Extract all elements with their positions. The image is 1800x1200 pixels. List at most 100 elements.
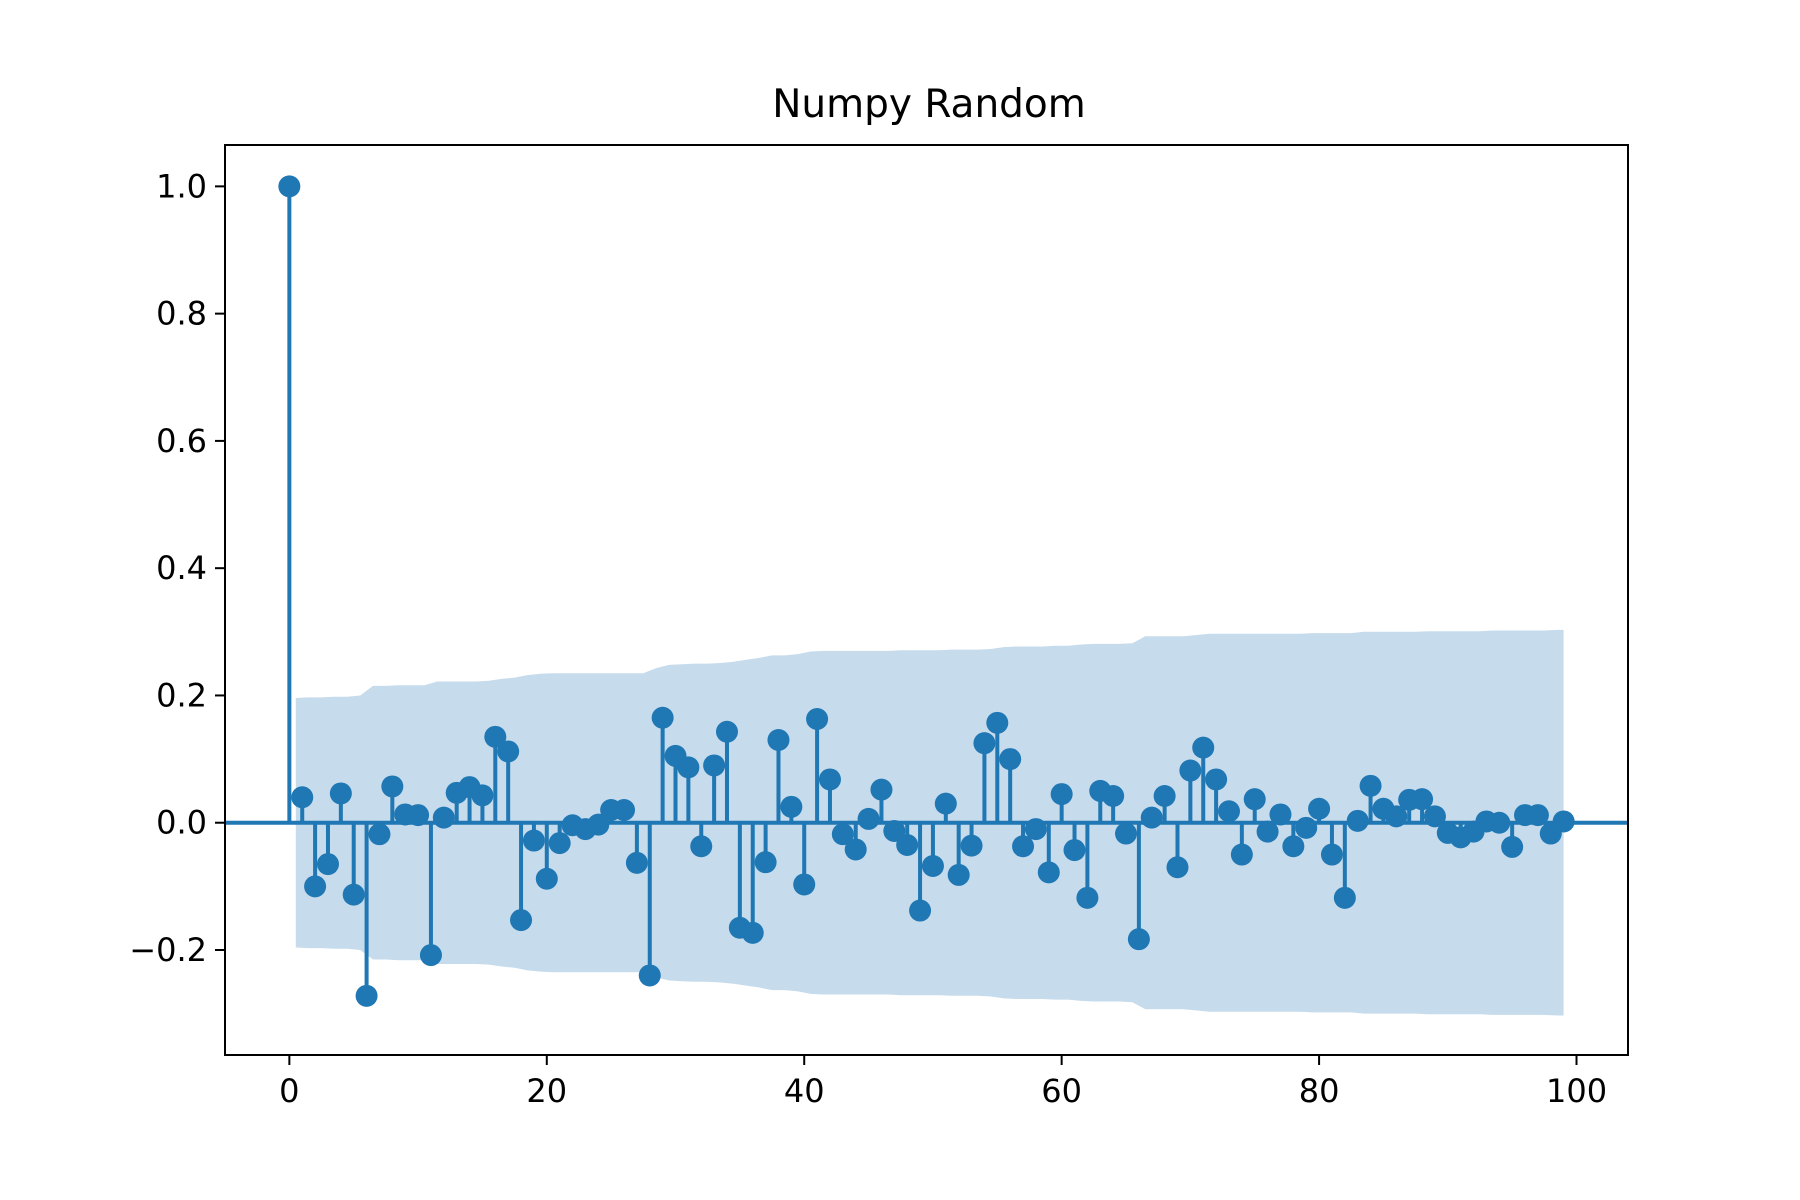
- marker-lag-24: [587, 813, 610, 836]
- marker-lag-44: [844, 838, 867, 861]
- y-tick-label-4: 0.2: [156, 676, 207, 714]
- marker-lag-51: [934, 792, 957, 815]
- marker-lag-97: [1526, 804, 1549, 827]
- marker-lag-38: [767, 729, 790, 751]
- marker-lag-50: [921, 855, 944, 877]
- marker-lag-58: [1024, 818, 1047, 841]
- marker-lag-20: [535, 867, 558, 890]
- marker-lag-59: [1037, 861, 1060, 884]
- marker-lag-68: [1153, 785, 1176, 807]
- y-tick-label-5: 0.0: [156, 804, 207, 842]
- marker-lag-49: [909, 899, 932, 922]
- marker-lag-7: [368, 823, 391, 846]
- marker-lag-62: [1076, 886, 1099, 909]
- markers-group: [278, 175, 1575, 1007]
- marker-lag-95: [1501, 835, 1524, 858]
- marker-lag-48: [896, 834, 919, 856]
- marker-lag-46: [870, 778, 893, 801]
- marker-lag-32: [690, 835, 713, 858]
- marker-lag-94: [1488, 811, 1511, 834]
- marker-lag-80: [1308, 797, 1331, 820]
- marker-lag-76: [1256, 820, 1279, 843]
- marker-lag-42: [818, 768, 841, 791]
- marker-lag-15: [471, 784, 494, 807]
- marker-lag-54: [973, 732, 996, 755]
- marker-lag-47: [883, 820, 906, 842]
- marker-lag-78: [1282, 835, 1305, 858]
- marker-lag-74: [1230, 843, 1253, 866]
- marker-lag-72: [1205, 768, 1228, 791]
- marker-lag-56: [999, 748, 1022, 771]
- marker-lag-89: [1423, 805, 1446, 828]
- x-tick-label-80: 80: [1299, 1072, 1340, 1110]
- marker-lag-21: [548, 832, 571, 855]
- marker-lag-12: [432, 806, 455, 829]
- marker-lag-86: [1385, 805, 1408, 828]
- y-tick-label-3: 0.4: [156, 549, 207, 587]
- marker-lag-82: [1333, 886, 1356, 909]
- marker-lag-88: [1411, 788, 1434, 811]
- marker-lag-61: [1063, 839, 1086, 862]
- x-tick-label-100: 100: [1546, 1072, 1607, 1110]
- marker-lag-8: [381, 775, 404, 798]
- marker-lag-34: [715, 720, 738, 743]
- x-tick-label-0: 0: [279, 1072, 299, 1110]
- marker-lag-26: [613, 799, 636, 821]
- marker-lag-40: [793, 873, 816, 896]
- marker-lag-41: [806, 708, 829, 730]
- marker-lag-70: [1179, 759, 1202, 782]
- marker-lag-81: [1320, 843, 1343, 866]
- marker-lag-45: [857, 807, 880, 830]
- marker-lag-43: [831, 823, 854, 846]
- y-tick-label-1: 0.8: [156, 295, 207, 333]
- marker-lag-5: [342, 883, 365, 906]
- marker-lag-67: [1140, 806, 1163, 829]
- marker-lag-77: [1269, 803, 1292, 826]
- x-tick-label-20: 20: [526, 1072, 567, 1110]
- x-tick-label-60: 60: [1041, 1072, 1082, 1110]
- x-tick-label-40: 40: [784, 1072, 825, 1110]
- marker-lag-79: [1295, 816, 1318, 839]
- marker-lag-64: [1102, 785, 1125, 807]
- marker-lag-16: [484, 725, 507, 748]
- marker-lag-55: [986, 711, 1009, 734]
- marker-lag-2: [304, 875, 327, 898]
- marker-lag-83: [1346, 809, 1369, 832]
- marker-lag-53: [960, 834, 983, 857]
- marker-lag-99: [1552, 810, 1575, 833]
- marker-lag-57: [1012, 835, 1035, 858]
- marker-lag-37: [754, 851, 777, 874]
- y-tick-label-2: 0.6: [156, 422, 207, 460]
- marker-lag-52: [947, 863, 970, 886]
- y-axis: 1.0 0.8 0.6 0.4 0.2 0.0 −0.2: [129, 167, 225, 969]
- plot-frame: [224, 144, 1629, 1056]
- marker-lag-18: [510, 909, 533, 932]
- marker-lag-69: [1166, 856, 1189, 879]
- marker-lag-60: [1050, 783, 1073, 806]
- marker-lag-19: [522, 829, 545, 852]
- chart-title: Numpy Random: [772, 82, 1086, 127]
- marker-lag-3: [316, 853, 339, 876]
- y-tick-label-0: 1.0: [156, 167, 207, 205]
- marker-lag-1: [291, 786, 314, 809]
- marker-lag-33: [703, 754, 726, 777]
- marker-lag-75: [1243, 788, 1266, 811]
- marker-lag-66: [1127, 928, 1150, 951]
- marker-lag-10: [407, 804, 430, 827]
- marker-lag-73: [1217, 800, 1240, 823]
- marker-lag-11: [419, 944, 442, 967]
- marker-lag-29: [651, 706, 674, 729]
- marker-lag-39: [780, 795, 803, 818]
- marker-lag-65: [1115, 822, 1138, 845]
- marker-lag-4: [329, 782, 352, 805]
- marker-lag-71: [1192, 736, 1215, 759]
- x-axis: 0 20 40 60 80 100: [279, 1055, 1607, 1110]
- y-tick-label-6: −0.2: [129, 931, 207, 969]
- marker-lag-6: [355, 984, 378, 1007]
- marker-lag-84: [1359, 774, 1382, 797]
- marker-lag-31: [677, 756, 700, 779]
- marker-lag-27: [625, 851, 648, 874]
- marker-lag-17: [497, 740, 520, 763]
- marker-lag-28: [638, 964, 661, 987]
